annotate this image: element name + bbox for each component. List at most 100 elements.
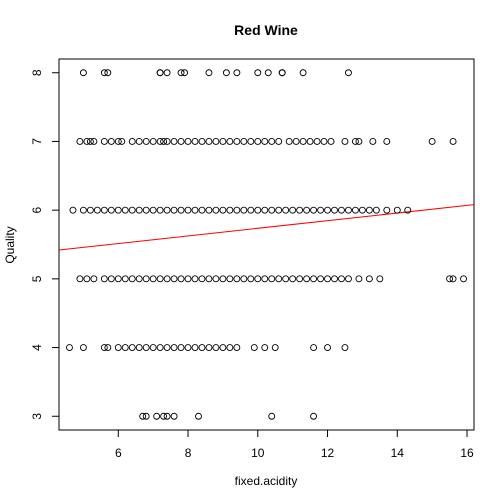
data-point (254, 137, 262, 145)
data-point (160, 412, 168, 420)
x-tick-label: 10 (251, 446, 265, 460)
data-point (254, 69, 262, 77)
data-point (191, 137, 199, 145)
data-point (310, 344, 318, 352)
data-point (240, 206, 248, 214)
data-point (233, 69, 241, 77)
data-point (338, 275, 345, 283)
data-point (104, 69, 112, 77)
data-point (268, 412, 276, 420)
data-point (177, 69, 185, 77)
data-point (100, 69, 108, 77)
data-point (327, 137, 335, 145)
data-point (310, 206, 318, 214)
data-point (404, 206, 412, 214)
data-point (170, 206, 178, 214)
y-axis-label: Quality (3, 226, 17, 263)
y-tick-label: 8 (30, 69, 44, 76)
data-point (163, 69, 171, 77)
data-point (289, 206, 297, 214)
x-axis-label: fixed.acidity (235, 474, 298, 488)
data-point (306, 137, 314, 145)
data-point (310, 412, 318, 420)
data-point (446, 275, 454, 283)
data-point (226, 344, 234, 352)
data-point (149, 206, 157, 214)
data-point (278, 69, 286, 77)
data-point (212, 206, 220, 214)
y-tick-label: 3 (30, 413, 44, 420)
data-point (149, 275, 157, 283)
data-point (163, 137, 171, 145)
data-point (376, 275, 384, 283)
data-point (163, 344, 171, 352)
data-point (303, 275, 311, 283)
data-point (195, 412, 202, 420)
data-point (341, 137, 349, 145)
data-point (86, 137, 94, 145)
x-tick-label: 6 (115, 446, 122, 460)
data-point (114, 344, 122, 352)
data-point (184, 344, 192, 352)
data-point (338, 206, 345, 214)
data-point (275, 137, 283, 145)
data-point (282, 275, 290, 283)
data-point (219, 344, 227, 352)
data-point (310, 275, 318, 283)
data-point (428, 137, 436, 145)
data-point (198, 206, 206, 214)
data-point (128, 275, 136, 283)
data-point (114, 137, 122, 145)
data-point (184, 137, 192, 145)
data-point (358, 206, 366, 214)
data-point (212, 275, 220, 283)
data-point (296, 206, 304, 214)
data-point (90, 275, 98, 283)
data-point (135, 206, 143, 214)
data-point (104, 344, 112, 352)
data-point (191, 344, 199, 352)
data-point (107, 275, 115, 283)
data-point (142, 344, 150, 352)
plot-frame (58, 58, 475, 431)
data-point (296, 275, 304, 283)
data-point (355, 137, 363, 145)
data-point (299, 69, 307, 77)
data-point (156, 69, 164, 77)
data-point (261, 344, 269, 352)
data-point (100, 275, 108, 283)
x-tick-label: 14 (391, 446, 405, 460)
data-point (449, 275, 457, 283)
data-point (177, 344, 185, 352)
data-point (261, 137, 269, 145)
data-point (177, 137, 185, 145)
data-point (107, 137, 115, 145)
data-point (383, 206, 391, 214)
data-point (369, 137, 377, 145)
data-point (66, 344, 73, 352)
data-point (198, 137, 206, 145)
data-point (271, 344, 279, 352)
data-point (79, 69, 87, 77)
data-point (219, 137, 227, 145)
data-point (149, 344, 157, 352)
data-point (254, 206, 262, 214)
data-point (351, 137, 359, 145)
data-point (163, 275, 171, 283)
data-point (184, 206, 192, 214)
data-point (142, 275, 150, 283)
data-point (355, 275, 363, 283)
data-point (324, 344, 331, 352)
data-point (292, 137, 300, 145)
data-point (170, 275, 178, 283)
data-point (205, 206, 213, 214)
data-point (264, 69, 272, 77)
data-point (254, 275, 262, 283)
data-point (460, 275, 467, 283)
data-point (100, 344, 108, 352)
regression-line-layer (58, 204, 475, 251)
x-tick-label: 12 (321, 446, 335, 460)
y-axis: 3 4 5 6 7 8 (30, 69, 60, 420)
data-point (365, 275, 373, 283)
data-point (285, 137, 293, 145)
